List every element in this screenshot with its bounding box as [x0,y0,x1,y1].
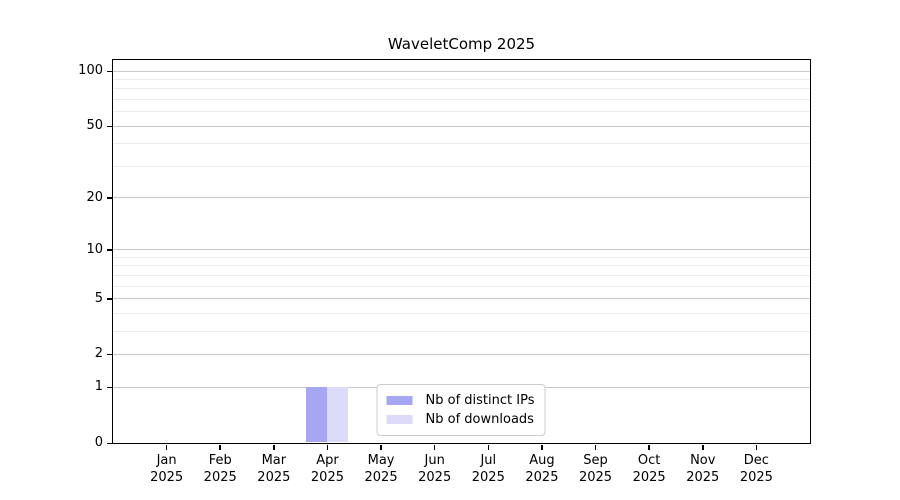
y-axis-tick-label: 10 [86,241,103,257]
legend-label-distinct-ips: Nb of distinct IPs [425,392,535,408]
x-axis-tick-label: Jul 2025 [471,453,505,485]
minor-gridline [112,143,810,145]
x-axis-tick [380,444,382,450]
minor-gridline [112,99,810,101]
x-axis-tick [165,444,168,450]
x-axis-tick-label: Dec 2025 [739,453,773,485]
bar-apr-downloads [326,386,349,443]
legend-item-distinct-ips: Nb of distinct IPs [386,391,535,410]
x-axis-tick-label: Aug 2025 [525,453,559,485]
x-axis-tick-label: Apr 2025 [310,453,344,485]
x-axis-tick [755,444,758,450]
minor-gridline [112,165,810,167]
x-axis-tick [219,444,221,450]
x-axis-tick [487,444,490,450]
minor-gridline [112,256,810,258]
y-axis-tick [106,70,112,73]
minor-gridline [112,274,810,276]
minor-gridline [112,312,810,314]
x-axis-tick-label: Nov 2025 [686,453,720,485]
x-axis-tick-label: May 2025 [364,453,398,485]
major-gridline [112,298,810,300]
major-gridline [112,249,810,251]
x-axis-tick-label: Jun 2025 [418,453,452,485]
legend-swatch-distinct-ips [386,395,413,405]
y-axis-tick [106,197,112,199]
x-axis-tick [648,444,650,450]
minor-gridline [112,265,810,267]
legend-swatch-downloads [386,414,413,424]
y-axis-tick-label: 5 [94,290,103,306]
x-axis-tick [326,444,329,450]
x-axis-tick-label: Oct 2025 [632,453,666,485]
minor-gridline [112,111,810,113]
x-axis-tick [273,444,275,450]
major-gridline [112,125,810,127]
legend-item-downloads: Nb of downloads [386,410,535,429]
x-axis-tick [433,444,436,450]
plot-area: Nb of distinct IPs Nb of downloads [111,58,811,444]
x-axis-tick-label: Sep 2025 [578,453,613,485]
x-axis-tick-label: Mar 2025 [257,453,291,485]
y-axis-tick [106,125,112,128]
x-axis-tick [594,444,597,450]
y-axis-tick-label: 100 [78,63,103,79]
x-axis-tick-label: Feb 2025 [203,453,237,485]
legend-label-downloads: Nb of downloads [425,411,534,427]
bar-apr-distinct-ips [305,386,327,443]
x-axis-tick-label: Jan 2025 [150,453,184,485]
major-gridline [112,70,810,72]
major-gridline [112,197,810,199]
y-axis-tick [106,298,112,300]
chart-title: WaveletComp 2025 [387,35,536,53]
y-axis-tick [106,442,112,444]
minor-gridline [112,285,810,287]
major-gridline [112,353,810,355]
legend: Nb of distinct IPs Nb of downloads [376,383,546,436]
y-axis-tick-label: 20 [86,189,103,205]
y-axis-tick [106,353,112,356]
y-axis-tick-label: 0 [94,435,103,450]
minor-gridline [112,79,810,81]
y-axis-tick-label: 50 [86,118,103,134]
minor-gridline [112,330,810,332]
x-axis-tick [702,444,704,450]
minor-gridline [112,88,810,90]
y-axis-tick-label: 2 [94,346,103,362]
y-axis-tick [106,249,112,251]
y-axis-tick [106,386,112,389]
x-axis-tick [541,444,543,450]
y-axis-tick-label: 1 [94,379,103,395]
